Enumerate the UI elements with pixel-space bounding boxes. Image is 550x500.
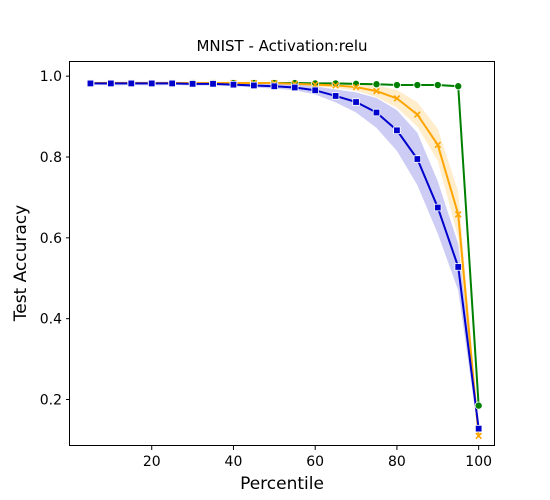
series-0-point — [392, 81, 401, 90]
series-2-point — [454, 263, 462, 271]
series-2-point — [331, 92, 340, 100]
series-2-point — [352, 98, 360, 106]
series-0-point — [311, 79, 320, 88]
y-tick-label: 0.4 — [40, 312, 62, 328]
x-axis-ticks: 20 40 60 80 100 — [143, 446, 492, 470]
chart-title: MNIST - Activation:relu — [196, 37, 367, 55]
series-markers — [86, 79, 483, 440]
series-2-point — [148, 79, 156, 88]
series-0-point — [331, 79, 340, 88]
series-2-point — [270, 82, 279, 90]
y-axis-ticks: 0.2 0.4 0.6 0.8 1.0 — [40, 69, 70, 409]
series-2-point — [127, 79, 135, 88]
series-2-point — [250, 81, 258, 90]
series-2-point — [474, 424, 483, 433]
series-1-point — [352, 83, 360, 91]
x-tick-label: 60 — [306, 454, 324, 470]
series-1-point — [393, 95, 401, 102]
series-2-point — [168, 79, 176, 88]
series-2-point — [229, 80, 238, 89]
series-2-point — [413, 155, 422, 163]
series-0-point — [413, 81, 422, 90]
y-tick-label: 0.8 — [40, 150, 62, 166]
series-1-point — [475, 432, 483, 440]
series-0-point — [474, 401, 483, 410]
series-1-point — [434, 141, 442, 149]
series-1-point — [332, 82, 339, 89]
series-0-point — [454, 82, 463, 91]
series-1-point — [413, 111, 421, 118]
plot-frame — [69, 61, 495, 446]
series-2-point — [291, 83, 299, 92]
series-2-point — [209, 80, 217, 88]
series-2-point — [107, 79, 115, 88]
x-axis-label: Percentile — [240, 474, 324, 494]
series-2-point — [372, 108, 381, 117]
series-0-point — [372, 80, 381, 89]
y-tick-label: 0.6 — [40, 231, 62, 247]
series-2-point — [434, 203, 442, 212]
x-tick-label: 100 — [465, 454, 492, 470]
y-axis-label: Test Accuracy — [11, 205, 31, 323]
y-tick-label: 0.2 — [40, 393, 62, 409]
x-tick-label: 80 — [388, 454, 406, 470]
y-tick-label: 1.0 — [40, 69, 62, 85]
series-2-point — [311, 86, 319, 94]
series-1-point — [311, 81, 319, 89]
series-2-point — [393, 126, 401, 135]
series-2-point — [188, 80, 197, 88]
series-1-point — [373, 87, 380, 95]
x-tick-label: 20 — [143, 454, 161, 470]
series-0-point — [433, 81, 442, 90]
series-2-point — [86, 79, 95, 88]
series-1-point — [454, 211, 462, 218]
x-tick-label: 40 — [225, 454, 243, 470]
